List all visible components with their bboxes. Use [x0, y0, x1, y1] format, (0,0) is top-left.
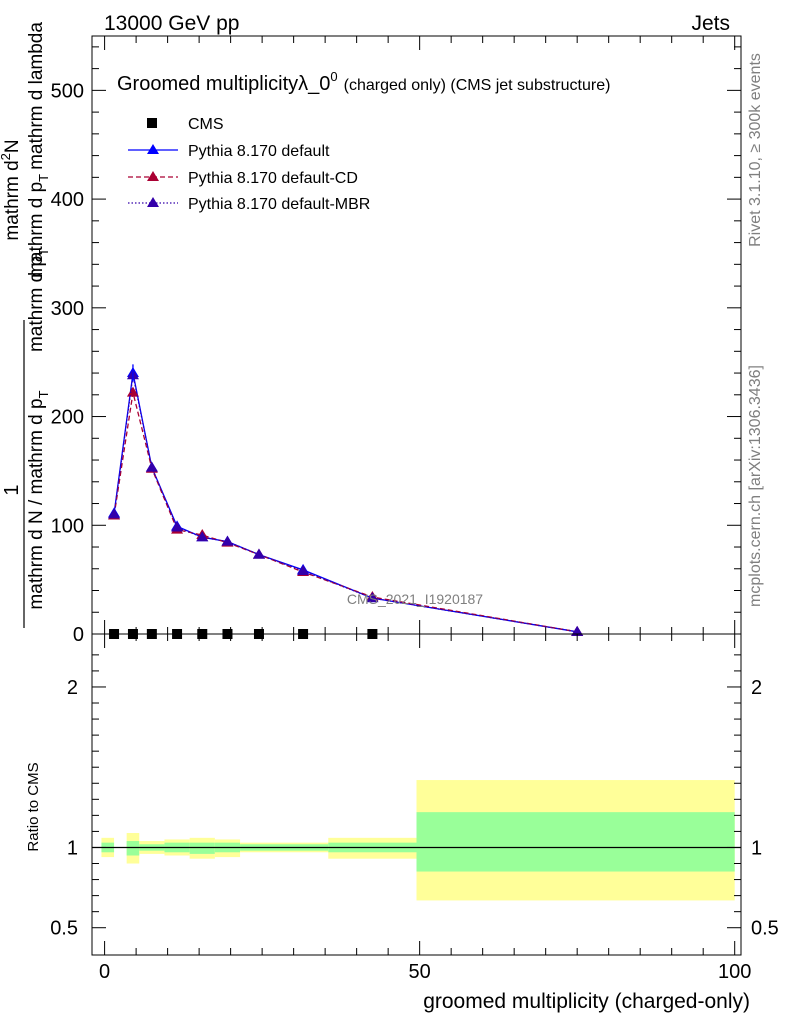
main-title-suffix: (charged only) (CMS jet substructure)	[344, 77, 611, 94]
main-y-tick-label: 200	[51, 407, 84, 429]
legend-mbr-marker	[147, 197, 159, 207]
main-y-axis-label: 1 mathrm d N / mathrm d pT mathrm d pT m…	[0, 22, 51, 628]
ylabel-main-top-rest: N	[2, 139, 23, 153]
ratio-y-tick-label: 1	[67, 837, 78, 859]
ylabel-frac-den: mathrm d N / mathrm d pT	[26, 390, 51, 609]
ylabel-frac-den-sub: T	[36, 390, 51, 398]
x-tick-label: 0	[99, 961, 110, 983]
main-y-tick-labels: 0 100 200 300 400 500	[51, 80, 84, 646]
series-3-point	[571, 625, 584, 636]
main-y-tick-label: 100	[51, 515, 84, 537]
ratio-y-tick-label-right: 0.5	[751, 918, 779, 940]
main-y-tick-label: 0	[73, 624, 84, 646]
ratio-y-axis-label: Ratio to CMS	[25, 762, 42, 851]
series-3-point	[297, 564, 310, 575]
ratio-bands	[101, 780, 735, 901]
ylabel-frac-den-text: mathrm d N / mathrm d p	[26, 398, 47, 609]
ratio-band-green	[126, 841, 140, 856]
legend-cd-marker	[147, 171, 159, 181]
legend-cd-label: Pythia 8.170 default-CD	[188, 170, 358, 187]
ratio-x-ticks	[104, 634, 736, 955]
ratio-band-green	[416, 812, 735, 872]
main-y-tick-label: 500	[51, 80, 84, 102]
ratio-band-green	[189, 842, 215, 854]
x-tick-label: 100	[718, 961, 751, 983]
watermark-label: CMS_2021_I1920187	[347, 591, 483, 607]
series-3-point	[145, 461, 158, 472]
ylabel-main-top: mathrm d2N	[0, 139, 23, 240]
ylabel-frac-num: 1	[1, 484, 23, 495]
ylabel-cross: mathrm d pT	[26, 248, 51, 352]
ratio-frame	[91, 633, 742, 956]
main-series	[108, 364, 584, 639]
rivet-label: Rivet 3.1.10, ≥ 300k events	[747, 53, 764, 247]
ratio-panel: 0.5 0.5 1 1 2 2 0 50 100 Ratio to CMS groomed m…	[25, 633, 779, 1013]
ylabel-main-b: mathrm d pTmathrm d lambda	[26, 22, 51, 278]
legend-default-marker	[147, 144, 159, 154]
legend-cms-label: CMS	[188, 116, 224, 133]
ylabel-cross-sub: T	[36, 248, 51, 256]
category-label: Jets	[691, 12, 730, 35]
legend-mbr-label: Pythia 8.170 default-MBR	[188, 196, 370, 213]
series-3-point	[108, 508, 121, 519]
ratio-y-tick-label-right: 1	[751, 837, 762, 859]
x-tick-label: 50	[409, 961, 431, 983]
ylabel-main-a: mathrm d p	[26, 182, 47, 278]
ratio-y-tick-label: 0.5	[50, 918, 78, 940]
series-1-line	[113, 372, 578, 633]
ylabel-main-b-text: mathrm d lambda	[26, 22, 47, 170]
main-y-tick-label: 300	[51, 298, 84, 320]
main-title: Groomed multiplicityλ_00 (charged only) (…	[117, 69, 610, 95]
ylabel-main-top-sup: 2	[0, 153, 13, 160]
main-x-ticks	[104, 36, 736, 634]
ratio-y-tick-labels: 0.5 0.5 1 1 2 2	[50, 677, 779, 940]
energy-label: 13000 GeV pp	[104, 12, 239, 35]
main-y-ticks	[92, 46, 741, 635]
series-3-point	[171, 521, 184, 532]
main-title-text: Groomed multiplicityλ_0	[117, 73, 330, 95]
series-3-point	[221, 535, 234, 546]
series-2-line	[113, 392, 578, 633]
ratio-x-tick-labels: 0 50 100	[99, 961, 751, 983]
series-3-point	[252, 548, 265, 559]
main-panel: 0 100 200 300 400 500 Groomed multiplicityλ_0…	[0, 22, 742, 646]
main-title-sup: 0	[330, 69, 337, 84]
ratio-y-ticks	[92, 654, 741, 929]
ratio-y-tick-label: 2	[67, 677, 78, 699]
ylabel-main-a-sub: T	[36, 174, 51, 182]
main-y-tick-label: 400	[51, 189, 84, 211]
mcplots-label: mcplots.cern.ch [arXiv:1306.3436]	[747, 365, 764, 607]
series-3-line	[113, 375, 578, 633]
x-axis-label: groomed multiplicity (charged-only)	[423, 990, 750, 1013]
ratio-y-tick-label-right: 2	[751, 677, 762, 699]
ylabel-cross-text: mathrm d p	[26, 256, 47, 352]
legend-cms-marker	[147, 118, 157, 128]
series-3-point	[366, 592, 379, 603]
series-3-point	[196, 531, 209, 542]
legend-default-label: Pythia 8.170 default	[188, 143, 330, 160]
ylabel-main-top-text: mathrm d	[2, 160, 23, 240]
series-2-point	[126, 386, 139, 397]
legend: CMS Pythia 8.170 default Pythia 8.170 de…	[128, 116, 370, 213]
